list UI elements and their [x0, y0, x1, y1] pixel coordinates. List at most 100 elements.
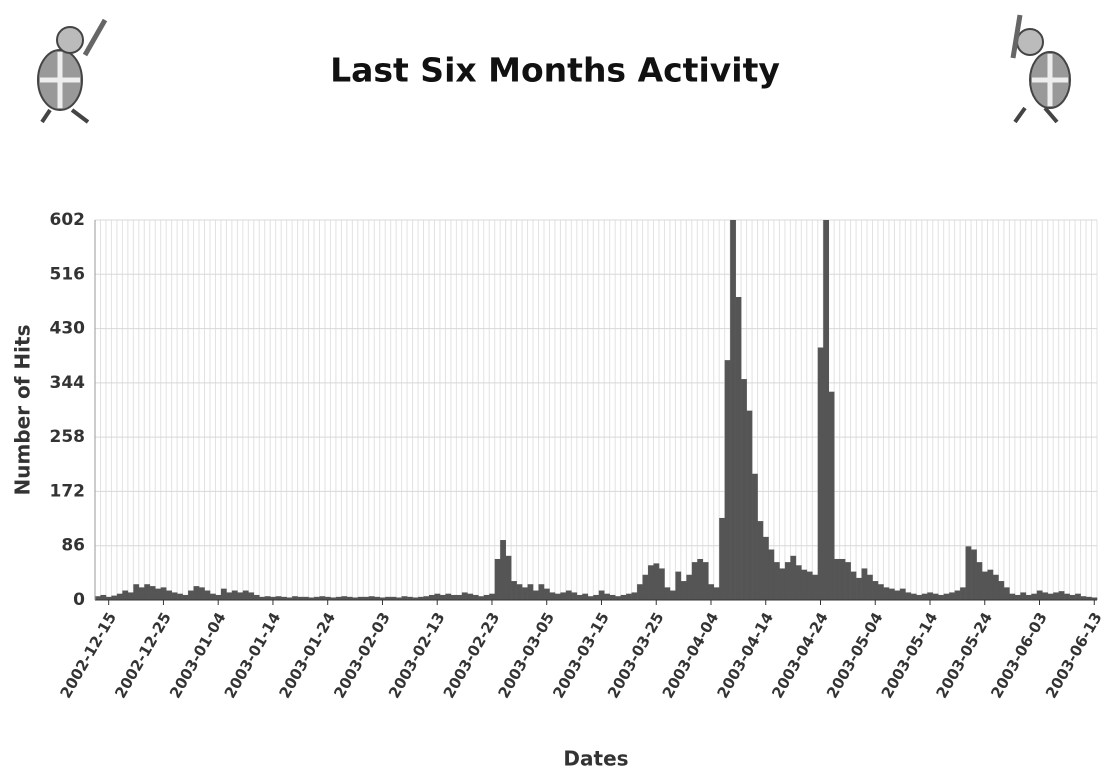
bar: [675, 572, 681, 600]
x-tick-label: 2003-03-25: [604, 609, 668, 701]
bar: [451, 595, 457, 600]
bar: [697, 559, 703, 600]
bar: [878, 584, 884, 600]
bar: [539, 584, 545, 600]
bar: [659, 568, 665, 600]
bar: [730, 220, 736, 600]
bar: [243, 591, 249, 600]
bar: [889, 589, 895, 600]
bar: [1026, 595, 1032, 600]
x-tick-label: 2003-06-13: [1042, 609, 1106, 701]
bar: [226, 592, 232, 600]
bar: [692, 562, 698, 600]
bar: [900, 589, 906, 600]
bar: [369, 596, 375, 600]
y-tick-label: 430: [50, 319, 86, 339]
bar: [686, 575, 692, 600]
bar: [265, 596, 271, 600]
x-tick-label: 2003-04-24: [768, 609, 832, 701]
bar: [248, 592, 254, 600]
bar: [95, 596, 101, 600]
bar: [100, 595, 106, 600]
bar: [560, 592, 566, 600]
bar: [1081, 596, 1087, 600]
bar: [549, 592, 555, 600]
bar: [681, 581, 687, 600]
bar: [1031, 594, 1037, 600]
y-tick-label: 258: [50, 427, 86, 447]
bar: [944, 594, 950, 600]
bar: [467, 594, 473, 600]
bar: [637, 584, 643, 600]
y-tick-label: 0: [73, 590, 85, 610]
bar: [1015, 595, 1021, 600]
bar: [424, 596, 430, 600]
bar: [254, 595, 260, 600]
x-tick-label: 2003-06-03: [987, 609, 1051, 701]
bar: [188, 591, 194, 600]
x-tick-label: 2003-03-15: [549, 609, 613, 701]
bar: [982, 572, 988, 600]
bar: [593, 595, 599, 600]
bar: [933, 594, 939, 600]
x-tick-label: 2003-01-24: [276, 609, 340, 701]
bar: [199, 587, 205, 600]
bar: [144, 584, 150, 600]
bar: [747, 411, 753, 600]
x-tick-label: 2003-04-14: [714, 609, 778, 701]
bar: [856, 578, 862, 600]
chart: Last Six Months Activity Number of Hits …: [0, 0, 1118, 771]
bar: [873, 581, 879, 600]
x-tick-label: 2003-03-05: [495, 609, 559, 701]
bar: [774, 562, 780, 600]
bar: [571, 592, 577, 600]
bar: [473, 595, 479, 600]
bar: [478, 596, 484, 600]
bar: [758, 521, 764, 600]
bar: [927, 592, 933, 600]
bar: [528, 584, 534, 600]
bar: [1020, 592, 1026, 600]
bar: [1075, 594, 1081, 600]
bar: [128, 592, 134, 600]
bar: [215, 595, 221, 600]
bar: [177, 594, 183, 600]
bar: [916, 595, 922, 600]
bar: [752, 474, 758, 600]
y-tick-label: 344: [50, 373, 86, 393]
bar: [517, 584, 523, 600]
x-tick-label: 2003-02-23: [440, 609, 504, 701]
bar: [977, 562, 983, 600]
bar: [172, 592, 178, 600]
y-tick-label: 516: [50, 264, 86, 284]
bar: [506, 556, 512, 600]
bar: [1053, 592, 1059, 600]
bar: [829, 392, 835, 600]
bar: [150, 586, 156, 600]
bar: [122, 591, 128, 600]
x-tick-label: 2003-01-14: [221, 609, 285, 701]
bar: [429, 595, 435, 600]
bar: [462, 592, 468, 600]
bar: [1059, 591, 1065, 600]
knight-left: [38, 20, 105, 122]
bar: [161, 587, 167, 600]
bar: [785, 562, 791, 600]
bar: [511, 581, 517, 600]
bar: [111, 596, 117, 600]
bar: [205, 591, 211, 600]
bar: [402, 596, 408, 600]
bar: [971, 550, 977, 600]
chart-title: Last Six Months Activity: [330, 51, 780, 90]
bar: [648, 565, 654, 600]
bar: [117, 594, 123, 600]
bar: [232, 591, 238, 600]
bar: [621, 595, 627, 600]
bar: [610, 595, 616, 600]
bar: [445, 594, 451, 600]
y-tick-label: 602: [50, 210, 86, 230]
bar: [1048, 594, 1054, 600]
bar: [615, 596, 621, 600]
bar: [500, 540, 506, 600]
bar: [544, 589, 550, 600]
